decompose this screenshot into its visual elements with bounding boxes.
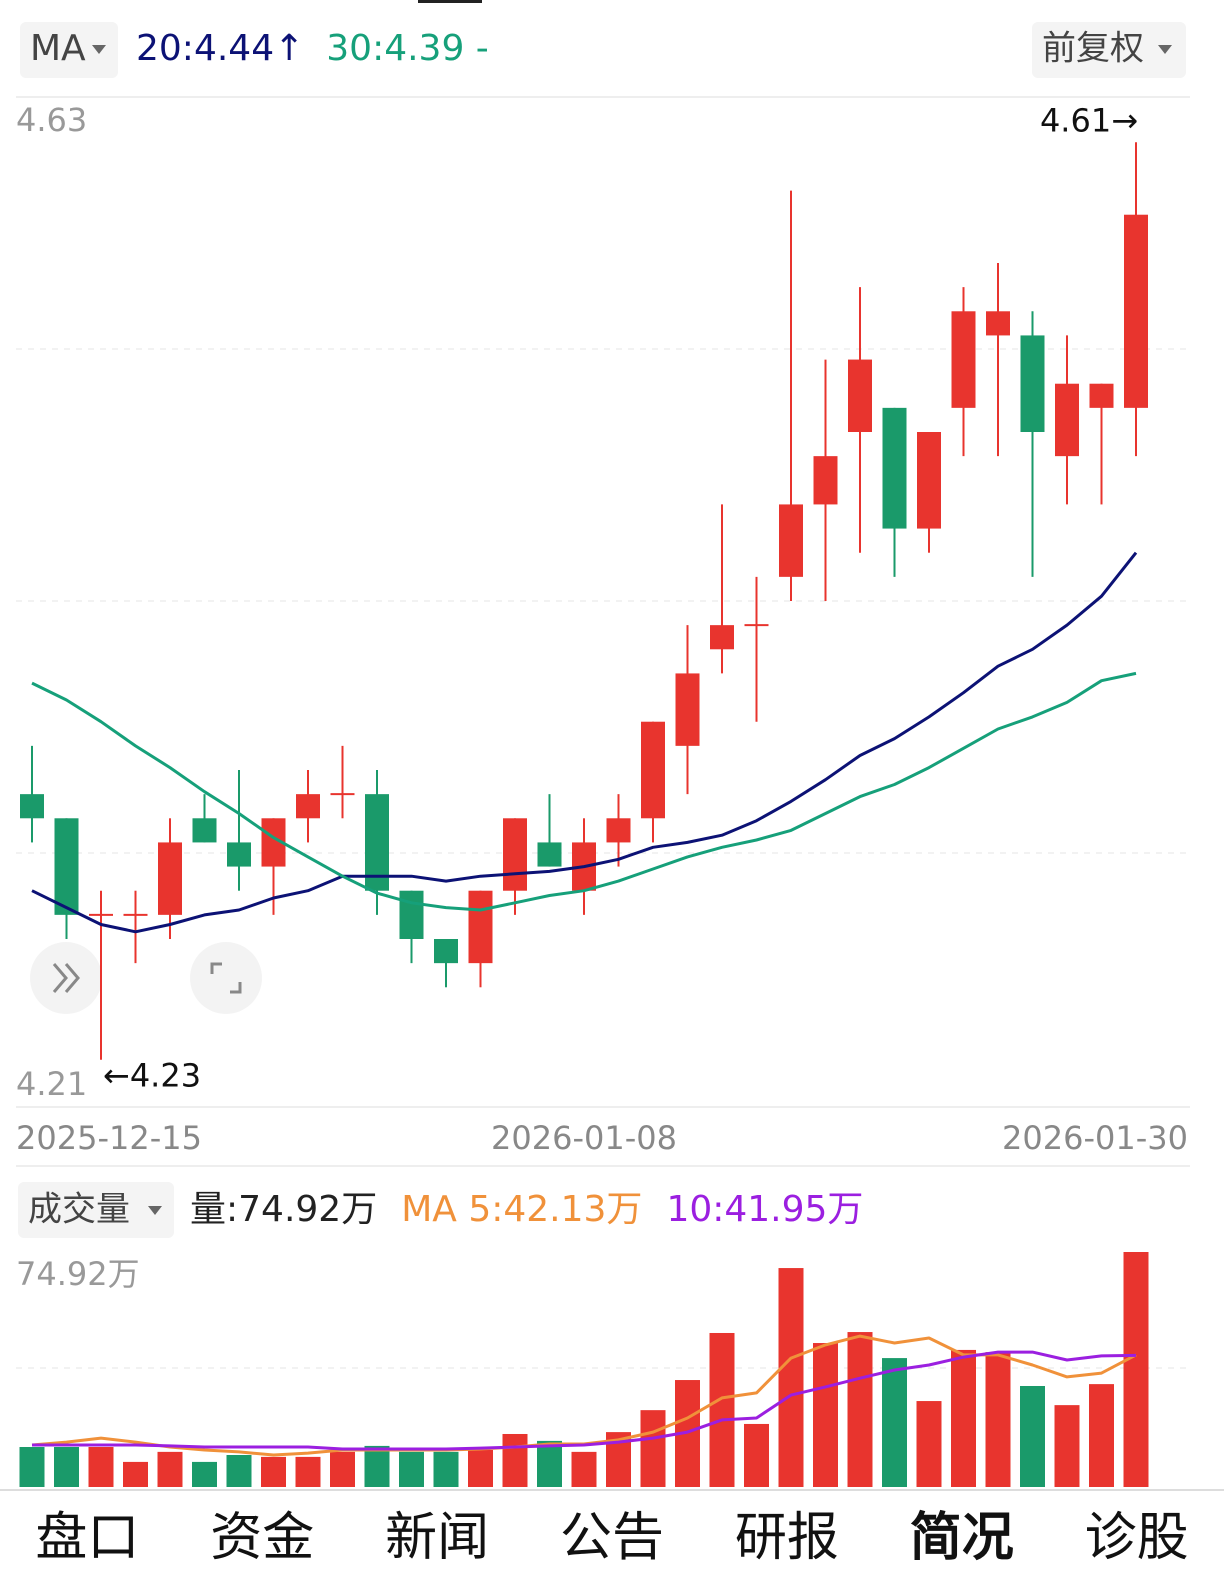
y-tick-label: 74.92万 — [16, 1255, 140, 1293]
volume-bar — [778, 1268, 804, 1487]
candle-body — [365, 794, 389, 891]
ma-line — [32, 1350, 1137, 1451]
fullscreen-icon — [210, 962, 242, 994]
volume-bar — [295, 1456, 321, 1487]
volume-bar — [1020, 1385, 1045, 1487]
volume-bar — [330, 1451, 355, 1487]
indicator-button[interactable] — [20, 22, 118, 78]
volume-bar — [882, 1358, 907, 1487]
volume-bar — [123, 1461, 148, 1487]
volume-bar — [571, 1451, 597, 1487]
ma-line — [31, 671, 1137, 912]
dropdown-icon — [148, 1206, 162, 1215]
volume-button[interactable] — [18, 1182, 174, 1238]
candle-body — [606, 818, 631, 843]
volume-bar — [54, 1447, 79, 1487]
candle-body — [917, 432, 941, 529]
candle-body — [20, 794, 44, 819]
ma-legend: 20:4.44↑ — [136, 28, 304, 69]
volume-bar — [709, 1332, 735, 1487]
tab[interactable]: 简况 — [910, 1508, 1014, 1568]
volume-title: 成交量 — [28, 1190, 130, 1230]
tab[interactable]: 资金 — [210, 1508, 314, 1568]
fullscreen-button[interactable] — [190, 942, 262, 1014]
volume-bar — [502, 1433, 528, 1487]
volume-bar — [537, 1440, 562, 1487]
volume-bar — [1054, 1405, 1080, 1487]
volume-bar — [847, 1332, 873, 1487]
expand-button[interactable] — [30, 942, 102, 1014]
y-tick-label: 4.21 — [16, 1065, 87, 1103]
low-annotation: ←4.23 — [103, 1057, 201, 1095]
adjust-label: 前复权 — [1042, 29, 1144, 69]
candle-body — [1089, 383, 1114, 408]
volume-legend: 10:41.95万 — [666, 1189, 863, 1230]
tab[interactable]: 盘口 — [35, 1508, 139, 1568]
ma-legend: 30:4.39 - — [326, 28, 489, 69]
candle-body — [399, 890, 424, 939]
button-circle — [190, 942, 262, 1014]
volume-bar — [433, 1451, 459, 1487]
candle-body — [434, 939, 458, 964]
volume-bar — [226, 1455, 252, 1487]
dropdown-icon — [1158, 45, 1172, 54]
candle-body — [710, 625, 734, 650]
volume-bar — [744, 1423, 769, 1487]
candle-body — [986, 311, 1010, 336]
ma-line — [31, 551, 1138, 934]
candle-body — [1055, 383, 1079, 457]
candle-body — [1124, 214, 1148, 408]
volume-bar — [192, 1461, 217, 1487]
dropdown-icon — [92, 45, 106, 54]
candle-body — [675, 673, 700, 746]
tab[interactable]: 诊股 — [1085, 1508, 1189, 1568]
candle-body — [158, 842, 182, 915]
y-tick-label: 4.63 — [16, 101, 87, 139]
candle-body — [848, 359, 872, 432]
candle-body — [951, 311, 976, 408]
candle-body — [779, 504, 803, 577]
volume-bar — [916, 1401, 942, 1487]
adjust-button[interactable] — [1032, 22, 1186, 78]
volume-bar — [364, 1445, 390, 1487]
candle-body — [192, 818, 217, 843]
tab[interactable]: 研报 — [735, 1508, 839, 1568]
high-annotation: 4.61→ — [1040, 101, 1138, 139]
tab[interactable]: 新闻 — [385, 1508, 489, 1568]
x-tick-label: 2025-12-15 — [16, 1119, 202, 1157]
status-notch — [418, 0, 482, 3]
x-tick-label: 2026-01-30 — [1002, 1119, 1188, 1157]
volume-legend: 量:74.92万 — [190, 1189, 377, 1230]
volume-bar — [640, 1410, 666, 1487]
volume-bar — [985, 1352, 1011, 1487]
volume-legend: MA 5:42.13万 — [401, 1189, 642, 1230]
candle-body — [227, 842, 251, 867]
candle-body — [882, 407, 907, 529]
chevron-icon — [52, 963, 80, 993]
candle-body — [503, 818, 527, 891]
candle-body — [641, 721, 665, 819]
candle-body — [296, 794, 320, 819]
indicator-label: MA — [30, 28, 86, 69]
volume-bar — [157, 1451, 183, 1487]
volume-bar — [951, 1349, 976, 1487]
volume-bar — [88, 1447, 114, 1487]
candle-body — [813, 456, 838, 505]
tab[interactable]: 公告 — [560, 1508, 664, 1568]
volume-bar — [261, 1456, 286, 1487]
candle-body — [468, 890, 493, 964]
volume-bar — [1123, 1252, 1149, 1487]
volume-bar — [1089, 1384, 1114, 1487]
volume-bar — [813, 1343, 838, 1487]
candle-body — [537, 842, 562, 867]
candle-body — [54, 818, 79, 915]
volume-bar — [399, 1451, 424, 1487]
volume-bar — [468, 1449, 493, 1487]
x-tick-label: 2026-01-08 — [491, 1119, 677, 1157]
volume-bar — [19, 1447, 45, 1487]
candle-body — [1020, 335, 1045, 432]
